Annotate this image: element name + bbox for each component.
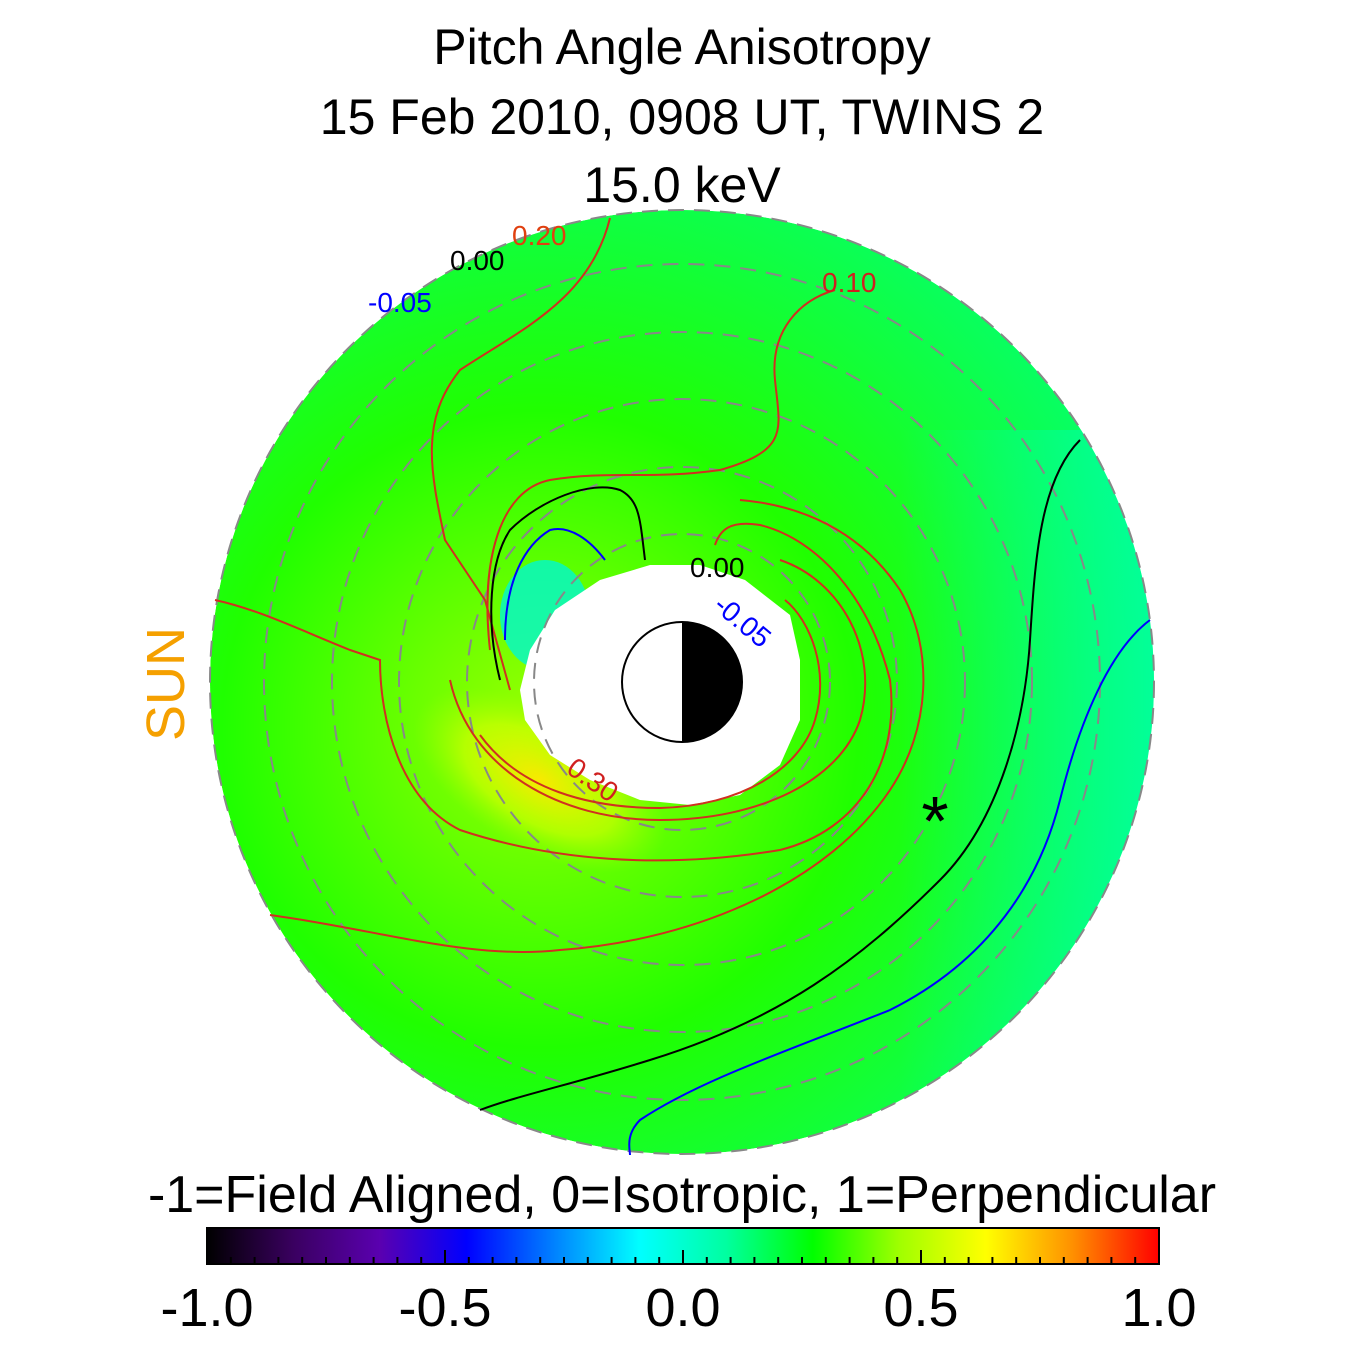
chart-title: Pitch Angle Anisotropy	[433, 19, 931, 75]
contour-030	[479, 599, 822, 810]
contour-030-outer	[449, 559, 867, 822]
yellow-peak-region	[413, 687, 667, 873]
contour-neg005-inner	[504, 528, 606, 641]
colorbar-tick-labels: -1.0 -0.5 0.0 0.5 1.0	[160, 1278, 1196, 1338]
grid-circles	[209, 209, 1155, 1155]
colorbar-tick-label: -0.5	[398, 1278, 491, 1338]
contour-020	[430, 217, 611, 691]
chart-subtitle-energy: 15.0 keV	[583, 157, 781, 213]
contour-010	[486, 289, 836, 651]
earth-icon	[621, 621, 743, 743]
colorbar-tick-label: 0.0	[645, 1278, 720, 1338]
spacecraft-marker-icon: *	[921, 782, 948, 860]
colorbar-tick-label: 0.5	[883, 1278, 958, 1338]
colorbar-ticks	[206, 1250, 1160, 1264]
colorbar-tick-label: -1.0	[160, 1278, 253, 1338]
contour-label: -0.05	[368, 287, 432, 318]
grid-circle	[263, 263, 1101, 1101]
colorbar-tick-label: 1.0	[1121, 1278, 1196, 1338]
grid-circle	[331, 331, 1033, 1033]
contour-label: 0.10	[822, 267, 877, 298]
chart-subtitle-date: 15 Feb 2010, 0908 UT, TWINS 2	[320, 89, 1044, 145]
contour-000-inner	[490, 486, 646, 681]
contour-neg005-dayside	[628, 619, 1151, 1156]
grid-circle	[398, 398, 966, 966]
grid-circle	[466, 466, 898, 898]
earth-night-side	[682, 622, 742, 742]
grid-circle	[533, 533, 831, 831]
contour-label: 0.00	[690, 552, 745, 583]
contour-label: 0.20	[512, 220, 567, 251]
contour-outer-pos	[214, 522, 893, 862]
contour-label: 0.00	[450, 245, 505, 276]
contour-lines	[214, 217, 1151, 1156]
contour-pos-low	[269, 499, 925, 953]
contour-000-dayside	[479, 439, 1081, 1111]
sun-direction-label: SUN	[136, 627, 196, 741]
grid-circle	[209, 209, 1155, 1155]
colorbar-caption: -1=Field Aligned, 0=Isotropic, 1=Perpend…	[148, 1166, 1216, 1224]
